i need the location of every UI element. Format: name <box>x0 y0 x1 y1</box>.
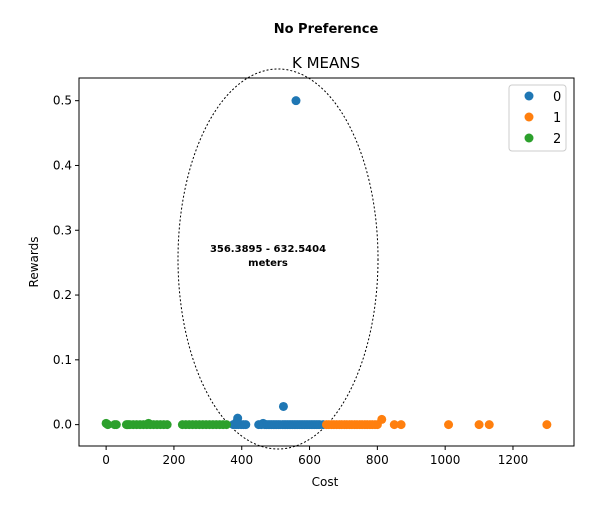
legend-label-0: 0 <box>553 90 561 105</box>
axes-frame <box>78 77 575 447</box>
x-tick-label: 800 <box>366 453 389 467</box>
series-2 <box>101 418 231 430</box>
legend-marker-1 <box>524 112 534 122</box>
x-tick-label: 1000 <box>430 453 461 467</box>
data-point <box>162 420 172 430</box>
data-point <box>232 417 242 427</box>
annotation-range: 356.3895 - 632.5404 <box>210 244 326 255</box>
y-axis-label: Rewards <box>27 237 41 288</box>
data-point <box>111 420 121 430</box>
chart-title: K MEANS <box>292 54 360 72</box>
legend: 0 1 2 <box>508 84 567 152</box>
data-point <box>474 420 484 430</box>
data-point <box>291 96 301 106</box>
y-tick-label: 0.4 <box>53 158 72 172</box>
data-point <box>396 420 406 430</box>
figure-suptitle: No Preference <box>274 22 379 37</box>
data-point <box>542 420 552 430</box>
data-point <box>278 401 288 411</box>
data-point <box>377 414 387 424</box>
data-point <box>444 420 454 430</box>
legend-label-1: 1 <box>553 111 561 126</box>
y-tick-label: 0.0 <box>53 418 72 432</box>
annotation-unit: meters <box>248 258 288 269</box>
data-point <box>103 420 113 430</box>
x-tick-label: 600 <box>298 453 321 467</box>
legend-marker-0 <box>524 91 534 101</box>
y-tick-label: 0.1 <box>53 353 72 367</box>
x-tick-label: 400 <box>230 453 253 467</box>
x-axis-label: Cost <box>312 475 339 489</box>
data-point <box>389 420 399 430</box>
data-point <box>484 420 494 430</box>
y-tick-label: 0.3 <box>53 223 72 237</box>
x-tick-label: 200 <box>162 453 185 467</box>
y-tick-label: 0.2 <box>53 288 72 302</box>
x-tick-label: 1200 <box>498 453 529 467</box>
data-point <box>221 420 231 430</box>
plot-area: 0 200 400 600 800 1000 1200 0.0 0.1 0.2 0.3 0.4 0.5 <box>53 68 575 467</box>
y-tick-label: 0.5 <box>53 94 72 108</box>
legend-marker-2 <box>524 133 534 143</box>
x-tick-label: 0 <box>102 453 110 467</box>
data-point <box>241 420 251 430</box>
series-0 <box>228 96 328 430</box>
series-1 <box>322 414 552 430</box>
legend-label-2: 2 <box>553 132 561 147</box>
legend-box <box>508 84 567 152</box>
annotation-ellipse <box>177 68 379 450</box>
